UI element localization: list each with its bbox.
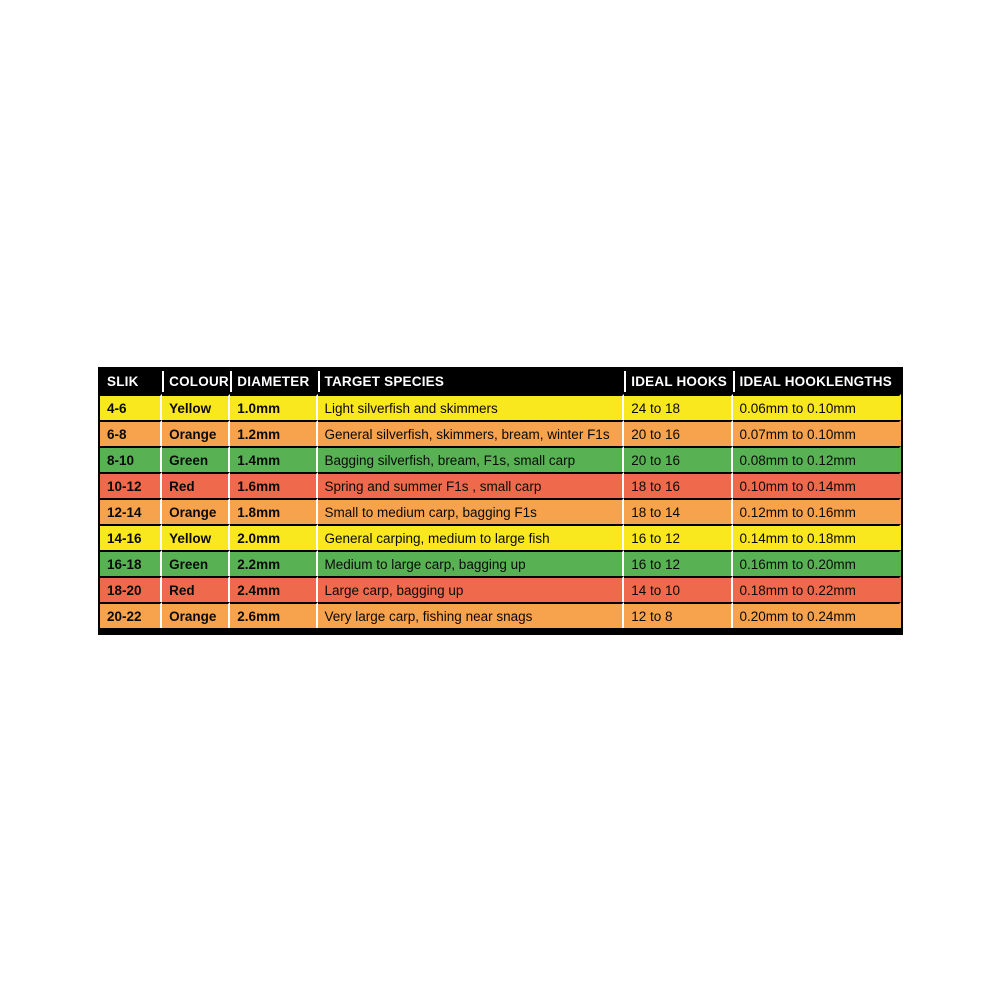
- cell-colour: Yellow: [162, 394, 231, 420]
- cell-diameter: 1.8mm: [230, 498, 318, 524]
- cell-hooks: 14 to 10: [624, 576, 733, 602]
- cell-hooks: 16 to 12: [624, 524, 733, 550]
- elastic-guide-table-container: SLIK COLOUR DIAMETER TARGET SPECIES IDEA…: [98, 367, 903, 635]
- cell-slik: 6-8: [100, 420, 163, 446]
- cell-hooks: 20 to 16: [624, 420, 733, 446]
- cell-hooks: 18 to 14: [624, 498, 733, 524]
- cell-colour: Orange: [162, 420, 231, 446]
- table-body: 4-6 Yellow 1.0mm Light silverfish and skimm…: [100, 394, 901, 628]
- cell-colour: Orange: [162, 602, 231, 628]
- cell-colour: Red: [162, 576, 231, 602]
- cell-target: Spring and summer F1s , small carp: [317, 472, 625, 498]
- cell-target: General silverfish, skimmers, bream, win…: [317, 420, 625, 446]
- cell-slik: 20-22: [100, 602, 163, 628]
- cell-hooks: 18 to 16: [624, 472, 733, 498]
- cell-target: Very large carp, fishing near snags: [317, 602, 625, 628]
- table-row: 10-12 Red 1.6mm Spring and summer F1s , sma…: [100, 472, 901, 498]
- cell-hooks: 12 to 8: [624, 602, 733, 628]
- cell-diameter: 1.2mm: [230, 420, 318, 446]
- cell-hooklengths: 0.14mm to 0.18mm: [732, 524, 901, 550]
- table-header-row: SLIK COLOUR DIAMETER TARGET SPECIES IDEA…: [100, 369, 901, 394]
- column-header-diameter: DIAMETER: [230, 369, 318, 394]
- cell-hooks: 16 to 12: [624, 550, 733, 576]
- cell-slik: 14-16: [100, 524, 163, 550]
- table-row: 12-14 Orange 1.8mm Small to medium carp, ba…: [100, 498, 901, 524]
- table-row: 6-8 Orange 1.2mm General silverfish, skimme…: [100, 420, 901, 446]
- cell-diameter: 2.0mm: [230, 524, 318, 550]
- cell-hooklengths: 0.10mm to 0.14mm: [732, 472, 901, 498]
- cell-slik: 10-12: [100, 472, 163, 498]
- table-row: 20-22 Orange 2.6mm Very large carp, fishing…: [100, 602, 901, 628]
- cell-slik: 12-14: [100, 498, 163, 524]
- cell-colour: Green: [162, 446, 231, 472]
- cell-hooks: 20 to 16: [624, 446, 733, 472]
- cell-target: Large carp, bagging up: [317, 576, 625, 602]
- cell-target: Bagging silverfish, bream, F1s, small ca…: [317, 446, 625, 472]
- cell-colour: Red: [162, 472, 231, 498]
- column-header-ideal-hooklengths: IDEAL HOOKLENGTHS: [732, 369, 901, 394]
- cell-colour: Green: [162, 550, 231, 576]
- column-header-slik: SLIK: [100, 369, 163, 394]
- cell-hooklengths: 0.18mm to 0.22mm: [732, 576, 901, 602]
- cell-slik: 8-10: [100, 446, 163, 472]
- cell-hooklengths: 0.20mm to 0.24mm: [732, 602, 901, 628]
- column-header-colour: COLOUR: [162, 369, 231, 394]
- cell-slik: 16-18: [100, 550, 163, 576]
- cell-diameter: 1.6mm: [230, 472, 318, 498]
- cell-hooklengths: 0.06mm to 0.10mm: [732, 394, 901, 420]
- cell-diameter: 1.4mm: [230, 446, 318, 472]
- cell-target: Light silverfish and skimmers: [317, 394, 625, 420]
- cell-target: Small to medium carp, bagging F1s: [317, 498, 625, 524]
- cell-hooks: 24 to 18: [624, 394, 733, 420]
- cell-target: Medium to large carp, bagging up: [317, 550, 625, 576]
- table-row: 18-20 Red 2.4mm Large carp, bagging up 14 to…: [100, 576, 901, 602]
- cell-diameter: 2.4mm: [230, 576, 318, 602]
- table-row: 8-10 Green 1.4mm Bagging silverfish, bream,…: [100, 446, 901, 472]
- cell-colour: Yellow: [162, 524, 231, 550]
- cell-diameter: 1.0mm: [230, 394, 318, 420]
- cell-hooklengths: 0.08mm to 0.12mm: [732, 446, 901, 472]
- column-header-ideal-hooks: IDEAL HOOKS: [624, 369, 733, 394]
- cell-hooklengths: 0.16mm to 0.20mm: [732, 550, 901, 576]
- cell-diameter: 2.2mm: [230, 550, 318, 576]
- table-header: SLIK COLOUR DIAMETER TARGET SPECIES IDEA…: [100, 369, 901, 394]
- table-row: 16-18 Green 2.2mm Medium to large carp, bag…: [100, 550, 901, 576]
- column-header-target-species: TARGET SPECIES: [317, 369, 625, 394]
- cell-slik: 4-6: [100, 394, 163, 420]
- table-row: 4-6 Yellow 1.0mm Light silverfish and skimm…: [100, 394, 901, 420]
- cell-slik: 18-20: [100, 576, 163, 602]
- cell-target: General carping, medium to large fish: [317, 524, 625, 550]
- cell-diameter: 2.6mm: [230, 602, 318, 628]
- table-row: 14-16 Yellow 2.0mm General carping, medium …: [100, 524, 901, 550]
- cell-colour: Orange: [162, 498, 231, 524]
- elastic-guide-table: SLIK COLOUR DIAMETER TARGET SPECIES IDEA…: [100, 369, 901, 628]
- cell-hooklengths: 0.12mm to 0.16mm: [732, 498, 901, 524]
- cell-hooklengths: 0.07mm to 0.10mm: [732, 420, 901, 446]
